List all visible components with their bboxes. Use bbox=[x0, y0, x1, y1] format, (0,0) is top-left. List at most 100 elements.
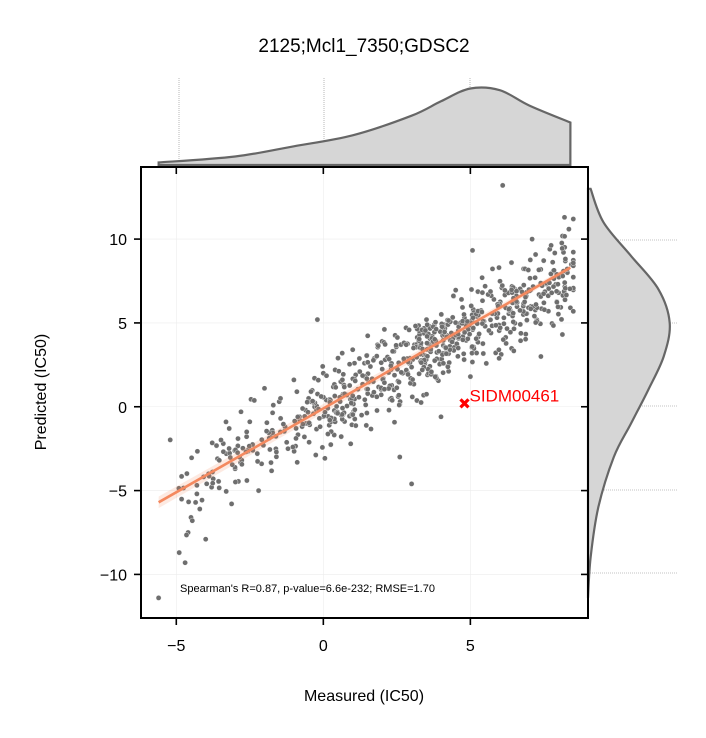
scatter-point bbox=[294, 459, 301, 466]
scatter-point bbox=[396, 402, 403, 408]
scatter-point bbox=[349, 346, 356, 353]
scatter-point bbox=[315, 377, 322, 383]
scatter-point bbox=[479, 297, 486, 304]
scatter-point bbox=[280, 421, 287, 427]
scatter-point bbox=[371, 389, 377, 396]
scatter-point bbox=[445, 363, 451, 370]
scatter-point bbox=[422, 327, 429, 334]
scatter-point bbox=[554, 299, 560, 306]
scatter-point bbox=[228, 501, 235, 507]
scatter-point bbox=[480, 340, 486, 347]
scatter-point bbox=[373, 393, 380, 400]
scatter-point bbox=[479, 309, 485, 315]
scatter-point bbox=[363, 375, 370, 382]
scatter-point bbox=[536, 267, 542, 273]
scatter-point bbox=[505, 306, 512, 313]
scatter-point bbox=[548, 289, 555, 296]
scatter-point bbox=[185, 499, 192, 505]
right-marginal-density bbox=[586, 187, 671, 598]
scatter-point bbox=[570, 249, 577, 255]
scatter-point bbox=[480, 350, 487, 357]
scatter-point bbox=[346, 382, 353, 389]
scatter-point bbox=[285, 445, 291, 452]
scatter-point bbox=[381, 386, 388, 393]
scatter-point bbox=[510, 348, 517, 354]
scatter-point bbox=[334, 410, 341, 417]
scatter-point bbox=[309, 398, 316, 404]
scatter-point bbox=[294, 388, 300, 395]
scatter-point bbox=[455, 353, 461, 360]
chart-title: 2125;Mcl1_7350;GDSC2 bbox=[258, 36, 469, 57]
x-tick-label: 5 bbox=[466, 638, 475, 655]
scatter-point bbox=[335, 368, 342, 375]
scatter-point bbox=[394, 334, 401, 341]
scatter-point bbox=[178, 473, 185, 480]
x-axis-ticks: −5 0 5 bbox=[167, 167, 475, 655]
scatter-point bbox=[223, 419, 229, 425]
scatter-point bbox=[269, 409, 276, 416]
scatter-point bbox=[199, 497, 205, 503]
scatter-point bbox=[352, 378, 359, 384]
scatter-point bbox=[388, 362, 394, 369]
scatter-point bbox=[439, 323, 445, 330]
scatter-point bbox=[468, 286, 475, 293]
scatter-point bbox=[551, 267, 557, 274]
scatter-point bbox=[486, 327, 492, 334]
scatter-point bbox=[538, 353, 544, 360]
top-marginal-density bbox=[157, 86, 572, 167]
scatter-point bbox=[216, 485, 222, 491]
scatter-point bbox=[561, 233, 568, 240]
scatter-point bbox=[223, 488, 229, 495]
scatter-point bbox=[460, 350, 467, 357]
scatter-point bbox=[368, 426, 374, 432]
scatter-point bbox=[570, 274, 577, 280]
scatter-point bbox=[349, 411, 356, 418]
scatter-point bbox=[176, 549, 182, 556]
scatter-point bbox=[518, 330, 524, 337]
scatter-point bbox=[243, 433, 250, 440]
scatter-point bbox=[423, 316, 430, 323]
scatter-point bbox=[255, 487, 262, 494]
scatter-point bbox=[316, 415, 323, 422]
scatter-point bbox=[261, 385, 268, 392]
scatter-point bbox=[349, 392, 356, 399]
scatter-point bbox=[424, 321, 431, 328]
y-tick-label: 5 bbox=[118, 316, 127, 333]
scatter-point bbox=[332, 384, 339, 391]
scatter-point bbox=[339, 405, 346, 411]
scatter-point bbox=[359, 372, 366, 379]
scatter-point bbox=[558, 316, 565, 323]
scatter-point bbox=[483, 360, 490, 367]
scatter-point bbox=[470, 314, 476, 321]
scatter-point bbox=[391, 419, 398, 426]
scatter-point bbox=[438, 311, 445, 318]
scatter-point bbox=[553, 288, 560, 295]
scatter-point bbox=[351, 360, 358, 367]
scatter-point bbox=[479, 320, 486, 327]
scatter-point bbox=[335, 355, 341, 361]
scatter-point bbox=[469, 343, 476, 350]
scatter-point bbox=[510, 319, 517, 325]
scatter-point bbox=[339, 376, 346, 383]
scatter-point bbox=[363, 352, 370, 359]
scatter-point bbox=[497, 324, 504, 331]
scatter-point bbox=[301, 434, 308, 440]
scatter-point bbox=[216, 457, 223, 464]
scatter-point bbox=[234, 449, 241, 456]
scatter-point bbox=[246, 418, 253, 425]
scatter-point bbox=[527, 305, 534, 312]
scatter-point bbox=[270, 402, 277, 408]
right-marginal-kde bbox=[586, 187, 677, 598]
scatter-point bbox=[389, 397, 396, 404]
scatter-point bbox=[461, 356, 467, 363]
scatter-point bbox=[550, 283, 557, 290]
scatter-point bbox=[487, 316, 494, 323]
scatter-point bbox=[562, 256, 569, 262]
scatter-point bbox=[322, 409, 328, 416]
scatter-point bbox=[409, 376, 416, 383]
scatter-point bbox=[202, 536, 209, 543]
scatter-point bbox=[386, 356, 392, 362]
scatter-point bbox=[319, 444, 326, 451]
scatter-point bbox=[226, 445, 232, 452]
scatter-point bbox=[386, 407, 392, 413]
